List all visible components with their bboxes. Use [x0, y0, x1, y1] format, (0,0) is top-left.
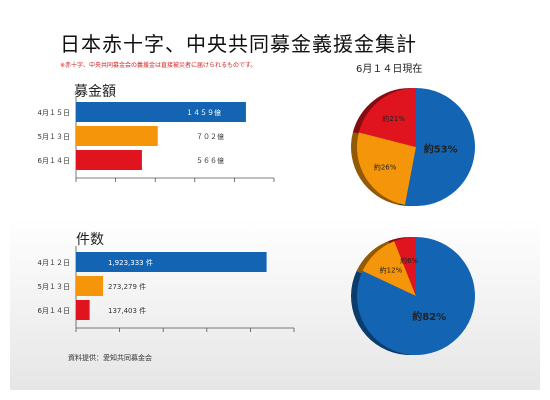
bar-chart-1-data-label: １４５９億 — [186, 108, 221, 117]
footnote-warning: ※赤十字、中央共同募金会の義援金は直接被災者に届けられるものです。 — [60, 62, 257, 69]
pie-chart-1-slice-label: 約26% — [374, 163, 397, 172]
bar-chart-2-category-label: 4月１２日 — [38, 259, 70, 267]
pie-chart-1-slice-3 — [358, 88, 416, 147]
pie-chart-2-slice-2 — [362, 241, 416, 296]
pie-chart-2-slice-label: 約82% — [412, 310, 446, 323]
bar-chart-1-category-label: 4月１５日 — [38, 109, 70, 117]
bar-chart-1-bar-2 — [76, 126, 158, 146]
bar-chart-1-category-label: 6月１４日 — [38, 157, 70, 165]
bar-chart-2-category-label: 5月１３日 — [38, 283, 70, 291]
bar-chart-1-data-label: ５６６億 — [196, 156, 224, 165]
pie-chart-2-slice-3 — [394, 237, 416, 296]
bar-chart-2-data-label: 137,403 件 — [108, 306, 146, 315]
bar-chart-1-bar-3 — [76, 150, 142, 170]
bar-chart-1-category-label: 5月１３日 — [38, 133, 70, 141]
pie-chart-1-slice-label: 約21% — [382, 114, 405, 123]
bar-chart-1-title: 募金額 — [74, 84, 116, 100]
bar-chart-2-bar-2 — [76, 276, 104, 296]
bar-chart-1-bar-1 — [76, 102, 246, 122]
bar-chart-2-data-label: 1,923,333 件 — [108, 258, 153, 267]
bar-chart-2-bar-1 — [76, 252, 267, 272]
page-title: 日本赤十字、中央共同募金義援金集計 — [60, 32, 417, 56]
bar-chart-2-category-label: 6月１４日 — [38, 307, 70, 315]
bar-chart-2-title: 件数 — [76, 232, 104, 248]
source-credit: 資料提供：愛知共同募金会 — [68, 354, 152, 362]
pie-chart-2-slice-label: 約12% — [380, 265, 403, 274]
pie-chart-1-slice-label: 約53% — [424, 142, 458, 155]
pie-chart-1-slice-1 — [404, 88, 476, 206]
pie-chart-2-slice-label: 約6% — [400, 256, 418, 265]
bar-chart-1-data-label: ７０２億 — [196, 132, 224, 141]
bar-chart-2-data-label: 273,279 件 — [108, 282, 146, 291]
pie-chart-1-slice-2 — [357, 132, 416, 205]
as-of-date: 6月１４日現在 — [356, 64, 423, 75]
bar-chart-2-bar-3 — [76, 300, 90, 320]
